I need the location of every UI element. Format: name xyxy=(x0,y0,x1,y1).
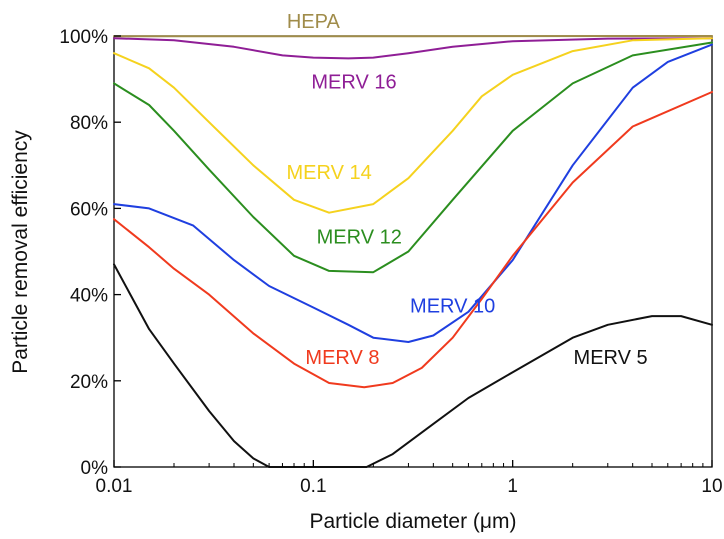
curve-merv-8 xyxy=(113,91,713,389)
curve-merv-14 xyxy=(113,37,713,214)
curve-merv-5 xyxy=(113,263,713,468)
series-label-merv-12: MERV 12 xyxy=(317,226,402,248)
curve-merv-12 xyxy=(113,41,713,274)
series-labels-group: HEPA MERV 16 MERV 14 MERV 12 MERV 10 MERV 8 ME… xyxy=(286,11,647,369)
x-axis-title: Particle diameter (μm) xyxy=(310,510,517,533)
series-label-merv-16: MERV 16 xyxy=(311,71,396,93)
y-tick-label: 0% xyxy=(81,458,109,479)
series-label-merv-10: MERV 10 xyxy=(410,295,495,317)
y-tick-label: 60% xyxy=(70,199,108,220)
y-axis-title: Particle removal efficiency xyxy=(9,130,32,374)
x-tick-label: 1 xyxy=(507,476,518,497)
series-label-merv-14: MERV 14 xyxy=(286,162,371,184)
ticks-group: 0.01 0.1 1 100%20%40%60%80%100% xyxy=(59,27,722,497)
y-tick-label: 20% xyxy=(70,372,108,393)
series-label-hepa: HEPA xyxy=(287,11,341,33)
x-tick-label: 0.1 xyxy=(300,476,326,497)
curve-merv-16 xyxy=(113,37,713,60)
series-label-merv-8: MERV 8 xyxy=(305,347,379,369)
x-tick-label: 10 xyxy=(701,476,722,497)
x-tick-label: 0.01 xyxy=(96,476,133,497)
series-label-merv-5: MERV 5 xyxy=(574,347,648,369)
curve-merv-10 xyxy=(113,43,713,343)
y-tick-label: 100% xyxy=(59,27,108,48)
y-tick-label: 80% xyxy=(70,113,108,134)
y-tick-label: 40% xyxy=(70,286,108,307)
series-curves-group xyxy=(113,35,713,468)
